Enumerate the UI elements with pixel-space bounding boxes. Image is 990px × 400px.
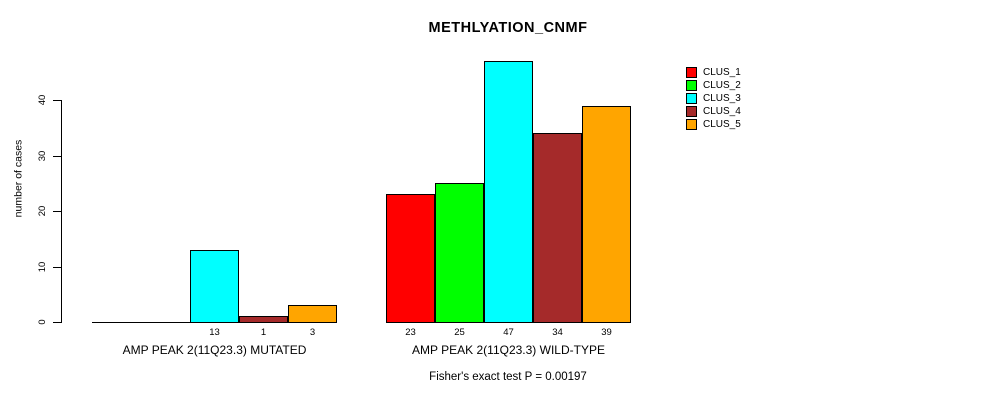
y-axis-title: number of cases [12, 139, 25, 218]
bar-clus_1 [386, 194, 435, 323]
legend-swatch-icon [686, 93, 697, 104]
bar-clus_4 [239, 316, 288, 323]
legend-item: CLUS_1 [686, 67, 741, 78]
bar-value-label: 13 [209, 327, 220, 338]
y-axis-line [61, 100, 62, 323]
y-tick-label: 0 [37, 319, 48, 325]
bar-value-label: 1 [260, 327, 267, 338]
bar-clus_3 [190, 250, 239, 323]
legend-item: CLUS_4 [686, 106, 741, 117]
bar-value-label: 3 [309, 327, 316, 338]
legend-label: CLUS_2 [703, 80, 741, 91]
bar-clus_5 [288, 305, 337, 323]
y-tick-label: 40 [37, 94, 48, 106]
chart-title: METHLYATION_CNMF [428, 20, 588, 36]
bar-value-label: 23 [405, 327, 416, 338]
legend-swatch-icon [686, 106, 697, 117]
bar-value-label: 25 [454, 327, 465, 338]
y-tick [53, 100, 61, 101]
y-tick-label: 30 [37, 150, 48, 161]
group-label: AMP PEAK 2(11Q23.3) WILD-TYPE [412, 343, 605, 357]
y-tick [53, 211, 61, 212]
bar-value-label: 47 [503, 327, 514, 338]
y-tick-label: 10 [37, 261, 48, 272]
legend-swatch-icon [686, 80, 697, 91]
bar-clus_5 [582, 106, 631, 323]
legend-label: CLUS_1 [703, 67, 741, 78]
legend-swatch-icon [686, 119, 697, 130]
bar-clus_3 [484, 61, 533, 323]
fisher-test-annotation: Fisher's exact test P = 0.00197 [429, 371, 587, 383]
legend-label: CLUS_4 [703, 106, 741, 117]
bar-clus_4 [533, 133, 582, 323]
legend-item: CLUS_5 [686, 119, 741, 130]
y-tick [53, 266, 61, 268]
bar-value-label: 34 [552, 327, 563, 338]
legend-label: CLUS_5 [703, 119, 741, 130]
y-tick [53, 155, 61, 157]
bar-value-label: 39 [601, 327, 612, 338]
legend-item: CLUS_2 [686, 80, 741, 91]
bar-clus_2 [435, 183, 484, 323]
legend-swatch-icon [686, 67, 697, 78]
group-label: AMP PEAK 2(11Q23.3) MUTATED [122, 343, 307, 357]
legend-item: CLUS_3 [686, 93, 741, 104]
legend-label: CLUS_3 [703, 93, 741, 104]
y-tick-label: 20 [37, 205, 48, 217]
y-tick [53, 322, 61, 323]
